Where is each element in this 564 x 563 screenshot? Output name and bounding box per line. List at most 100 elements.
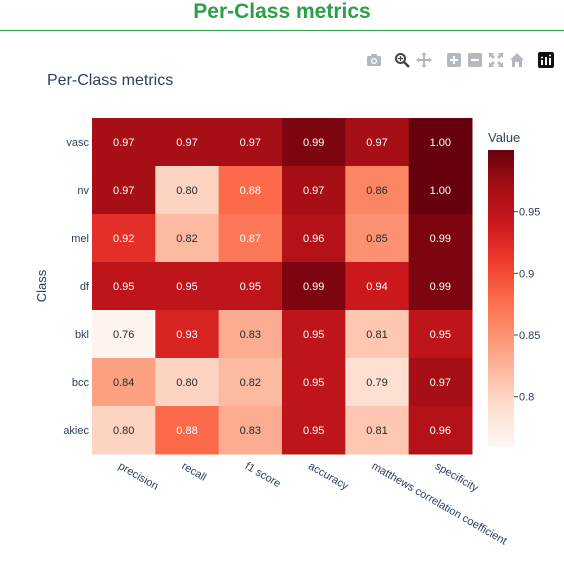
heatmap-cell — [218, 166, 283, 215]
cell-value-label: 0.80 — [113, 425, 134, 437]
heatmap-cell — [408, 358, 473, 407]
cell-value-label: 0.96 — [430, 425, 451, 437]
heatmap-cell — [282, 118, 346, 167]
heatmap-cell — [155, 214, 220, 263]
colorbar-tick-label: 0.85 — [519, 330, 540, 342]
y-tick-label: bkl — [75, 329, 89, 341]
cell-value-label: 0.92 — [113, 233, 134, 245]
cell-value-label: 0.95 — [430, 329, 451, 341]
colorbar-tick-label: 0.8 — [519, 392, 534, 404]
heatmap-cell — [345, 214, 410, 263]
cell-value-label: 1.00 — [430, 137, 451, 149]
cell-value-label: 0.95 — [240, 281, 261, 293]
heatmap-cell — [408, 118, 473, 167]
heatmap-cell — [282, 310, 346, 359]
colorbar-tick-label: 0.95 — [519, 207, 540, 219]
cell-value-label: 0.97 — [113, 185, 134, 197]
cell-value-label: 0.80 — [176, 185, 197, 197]
pan-icon[interactable] — [416, 52, 434, 70]
heatmap-cell — [408, 310, 473, 359]
heatmap-cell — [408, 214, 473, 263]
y-tick-label: bcc — [72, 377, 90, 389]
heatmap-cell — [282, 214, 346, 263]
heatmap-cell — [92, 310, 156, 359]
cell-value-label: 0.79 — [366, 377, 387, 389]
heatmap-cell — [345, 406, 410, 455]
heatmap-cell — [408, 406, 473, 455]
heatmap-cell — [282, 262, 346, 311]
heatmap-cell — [218, 262, 283, 311]
cell-value-label: 0.97 — [303, 185, 324, 197]
cell-value-label: 1.00 — [430, 185, 451, 197]
y-tick-label: vasc — [66, 137, 89, 149]
heatmap-cell — [155, 262, 220, 311]
y-tick-label: akiec — [63, 425, 89, 437]
cell-value-label: 0.99 — [430, 233, 451, 245]
heatmap-cell — [92, 262, 156, 311]
cell-value-label: 0.95 — [303, 377, 324, 389]
heatmap-cell — [92, 358, 156, 407]
heatmap-cell — [345, 118, 410, 167]
heatmap-cell — [345, 166, 410, 215]
cell-value-label: 0.96 — [303, 233, 324, 245]
cell-value-label: 0.88 — [240, 185, 261, 197]
cell-value-label: 0.99 — [303, 281, 324, 293]
cell-value-label: 0.83 — [240, 329, 261, 341]
heatmap-cell — [155, 358, 220, 407]
plotly-logo-icon[interactable] — [538, 52, 556, 70]
zoom-in-icon[interactable] — [446, 52, 464, 70]
heatmap-cell — [155, 166, 220, 215]
colorbar-title: Value — [488, 130, 520, 145]
cell-value-label: 0.95 — [303, 425, 324, 437]
cell-value-label: 0.81 — [366, 425, 387, 437]
heatmap-cell — [92, 118, 156, 167]
cell-value-label: 0.97 — [113, 137, 134, 149]
heatmap-cell — [282, 406, 346, 455]
zoom-out-icon[interactable] — [467, 52, 485, 70]
y-tick-label: df — [80, 281, 90, 293]
camera-icon[interactable] — [366, 52, 384, 70]
x-tick-label: recall — [180, 460, 209, 484]
cell-value-label: 0.97 — [240, 137, 261, 149]
cell-value-label: 0.95 — [303, 329, 324, 341]
heatmap-cell — [92, 166, 156, 215]
cell-value-label: 0.80 — [176, 377, 197, 389]
heatmap-cell — [155, 406, 220, 455]
cell-value-label: 0.88 — [176, 425, 197, 437]
cell-value-label: 0.97 — [176, 137, 197, 149]
page-header: Per-Class metrics — [0, 0, 564, 31]
cell-value-label: 0.82 — [176, 233, 197, 245]
zoom-icon[interactable] — [394, 52, 412, 70]
heatmap-cell — [218, 118, 283, 167]
heatmap-cell — [155, 118, 220, 167]
cell-value-label: 0.86 — [366, 185, 387, 197]
cell-value-label: 0.93 — [176, 329, 197, 341]
heatmap-cell — [408, 166, 473, 215]
heatmap-cell — [218, 310, 283, 359]
cell-value-label: 0.87 — [240, 233, 261, 245]
cell-value-label: 0.97 — [366, 137, 387, 149]
heatmap-cell — [282, 166, 346, 215]
reset-axes-icon[interactable] — [509, 52, 527, 70]
heatmap-cell — [345, 262, 410, 311]
heatmap-cell — [218, 214, 283, 263]
heatmap-cell — [408, 262, 473, 311]
heatmap-cell — [345, 310, 410, 359]
autoscale-icon[interactable] — [488, 52, 506, 70]
heatmap-cell — [218, 406, 283, 455]
colorbar — [488, 150, 514, 446]
cell-value-label: 0.83 — [240, 425, 261, 437]
cell-value-label: 0.99 — [430, 281, 451, 293]
cell-value-label: 0.99 — [303, 137, 324, 149]
x-tick-label: accuracy — [306, 460, 351, 493]
cell-value-label: 0.85 — [366, 233, 387, 245]
cell-value-label: 0.84 — [113, 377, 134, 389]
heatmap-cell — [282, 358, 346, 407]
colorbar-tick-label: 0.9 — [519, 268, 534, 280]
cell-value-label: 0.81 — [366, 329, 387, 341]
x-tick-label: f1 score — [243, 460, 283, 490]
x-tick-label: specificity — [433, 460, 481, 494]
chart-title: Per-Class metrics — [47, 72, 173, 89]
heatmap-cell — [155, 310, 220, 359]
